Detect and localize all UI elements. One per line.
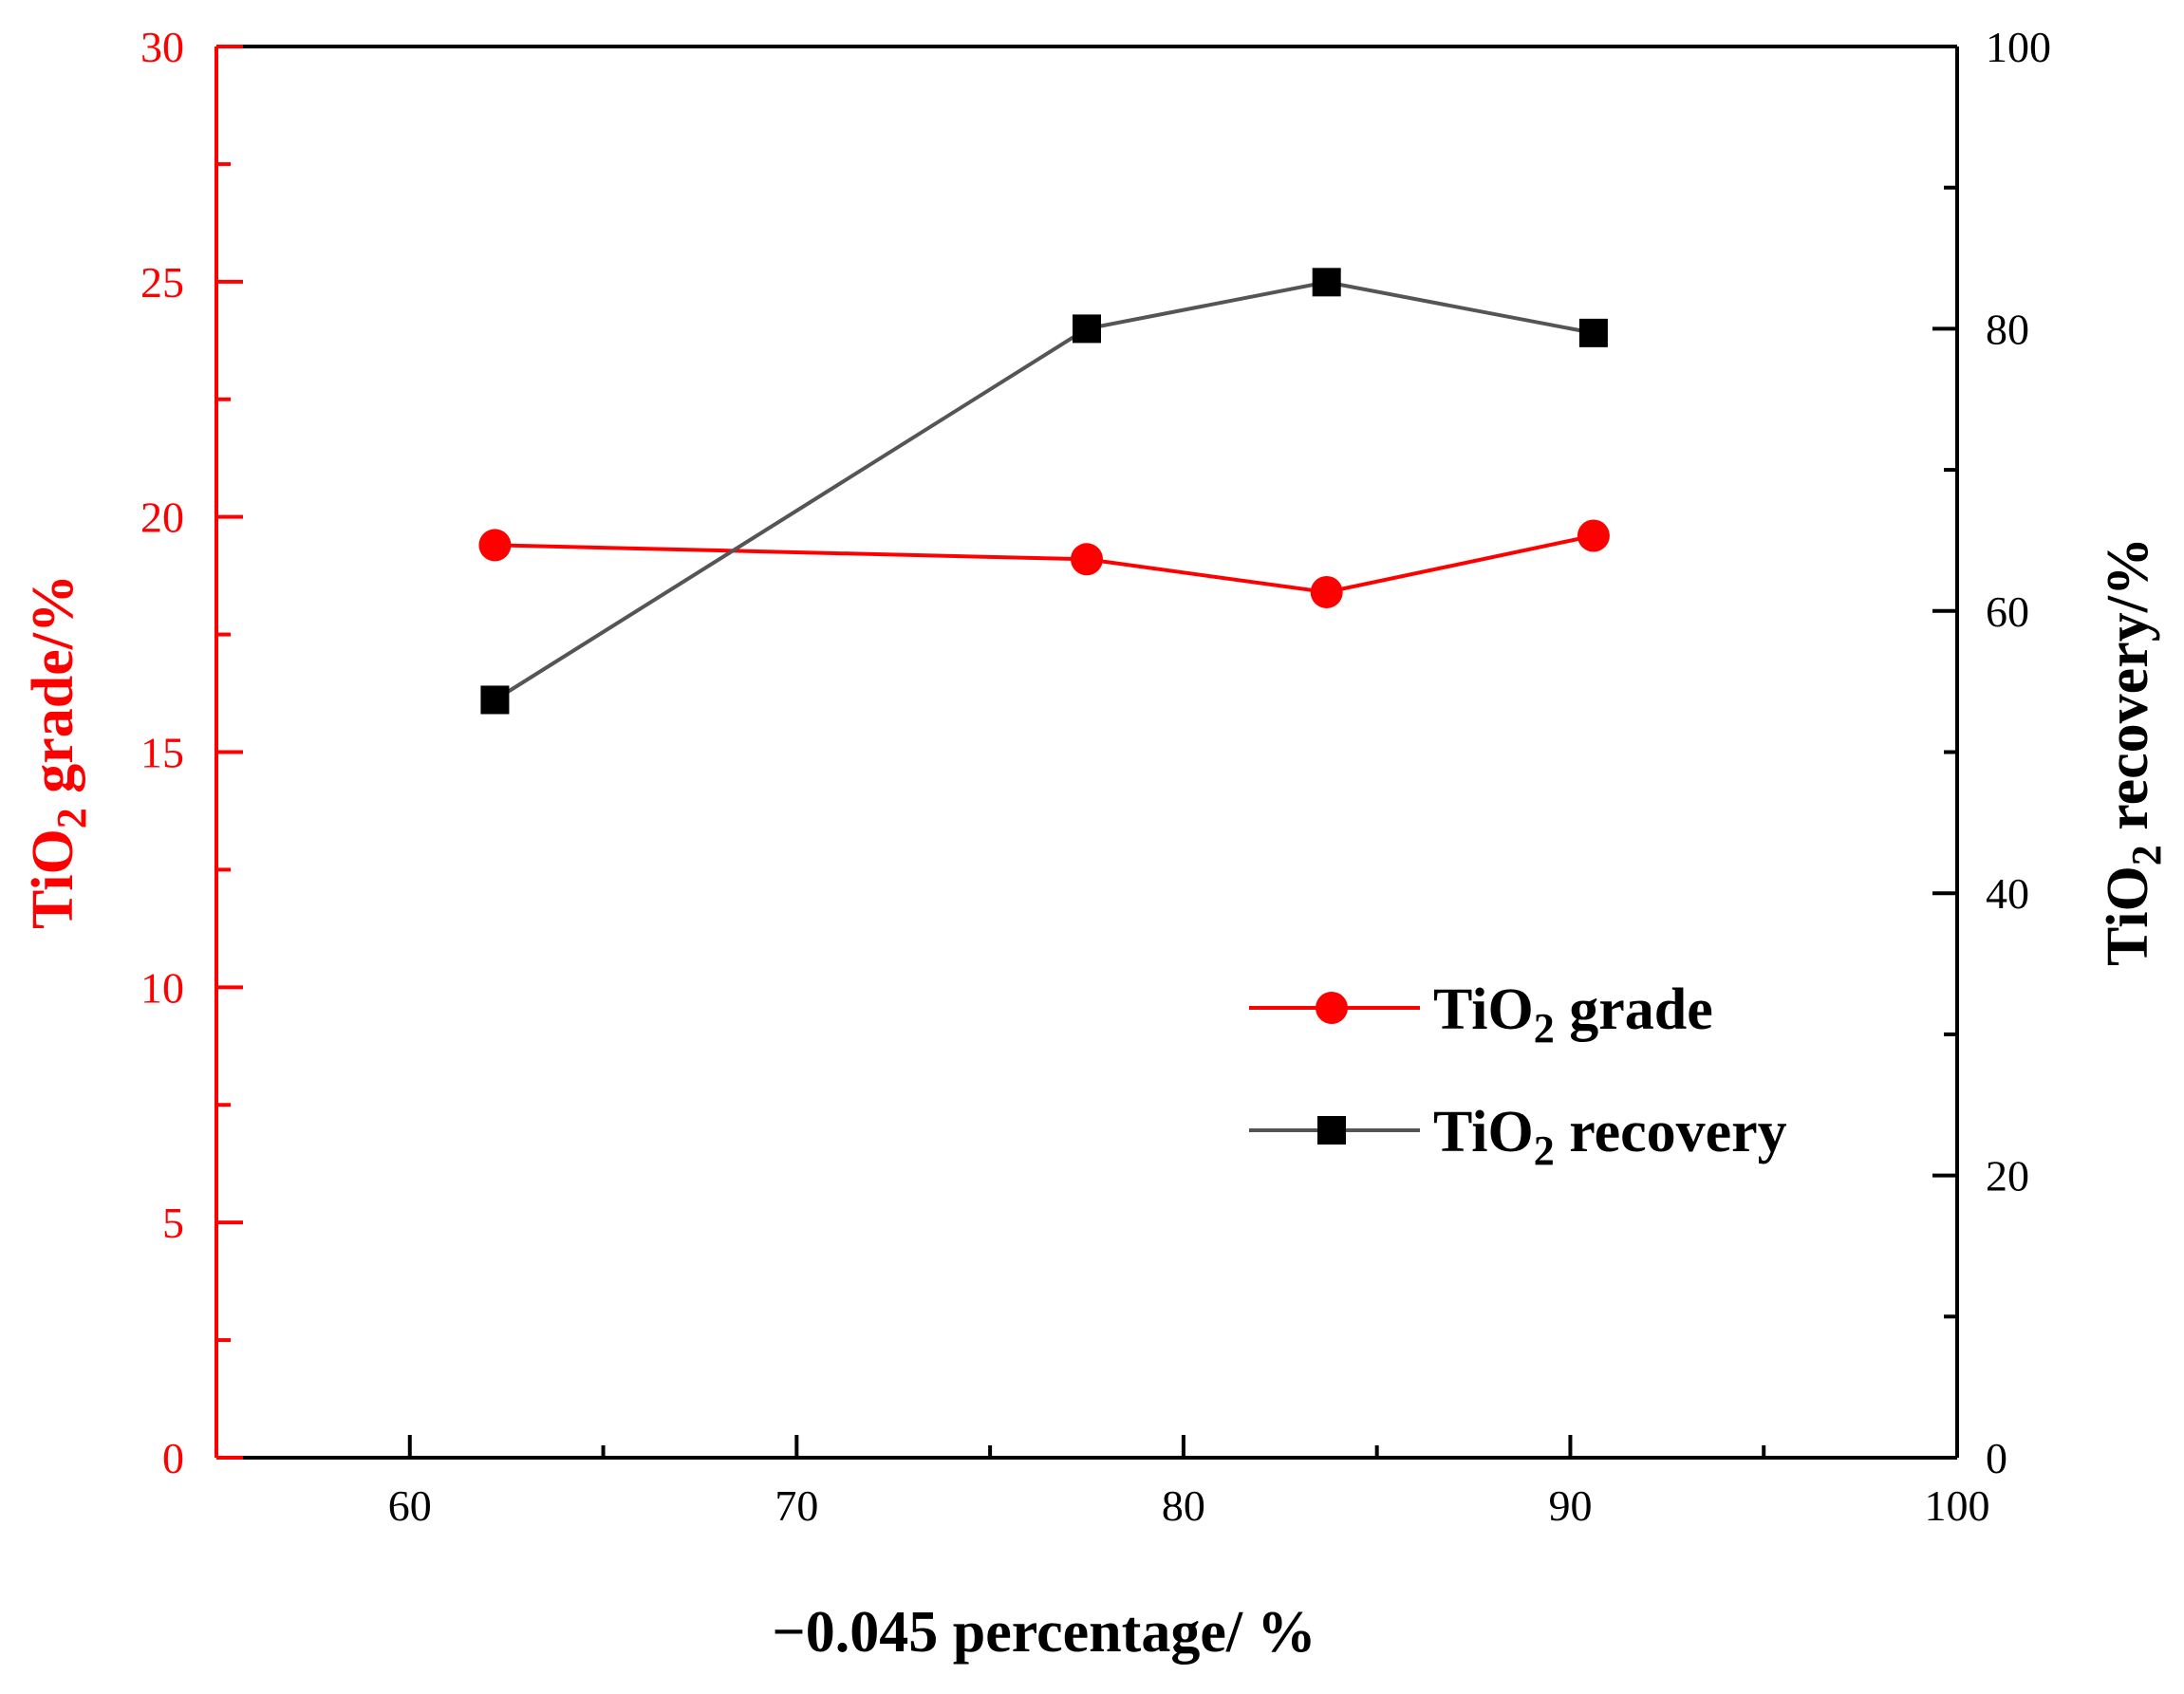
grade-point xyxy=(1071,543,1103,576)
x-tick-label: 70 xyxy=(775,1481,818,1530)
x-tick-label: 100 xyxy=(1925,1481,1990,1530)
y-left-tick-label: 15 xyxy=(140,729,184,777)
y-right-tick-label: 80 xyxy=(1986,305,2029,353)
recovery-point xyxy=(480,685,510,715)
y-right-tick-label: 0 xyxy=(1986,1434,2007,1482)
grade-point xyxy=(1577,519,1610,552)
x-tick-label: 80 xyxy=(1162,1481,1205,1530)
series-line-grade xyxy=(495,533,1595,595)
y-right-tick-label: 60 xyxy=(1986,587,2029,636)
legend-grade-marker xyxy=(1316,992,1348,1024)
y-left-tick-label: 0 xyxy=(162,1434,184,1482)
legend: TiO2 grade TiO2 recovery xyxy=(1249,977,1787,1174)
x-tick-label: 90 xyxy=(1548,1481,1592,1530)
recovery-point xyxy=(1312,268,1341,297)
y-right-tick-label: 100 xyxy=(1986,23,2051,71)
y-left-tick-label: 30 xyxy=(140,23,184,71)
y-left-tick-label: 20 xyxy=(140,493,184,542)
recovery-point xyxy=(1578,318,1608,347)
y-left-tick-label: 5 xyxy=(162,1199,184,1247)
y-right-tick-label: 20 xyxy=(1986,1152,2029,1201)
grade-point xyxy=(478,529,512,562)
legend-recovery-label: TiO2 recovery xyxy=(1433,1100,1787,1174)
legend-recovery-marker xyxy=(1317,1116,1346,1145)
y-left-axis-title: TiO2 grade/% xyxy=(21,574,95,929)
series-line-recovery xyxy=(494,280,1595,702)
recovery-point xyxy=(1073,314,1101,344)
grade-point xyxy=(1310,575,1343,608)
legend-grade-label: TiO2 grade xyxy=(1433,977,1713,1052)
y-left-tick-label: 10 xyxy=(140,963,184,1012)
y-right-axis-title: TiO2 recovery/% xyxy=(2096,537,2170,966)
y-left-tick-label: 25 xyxy=(140,258,184,307)
x-axis-title: −0.045 percentage/ % xyxy=(772,1600,1316,1665)
x-tick-label: 60 xyxy=(388,1481,432,1530)
y-right-tick-label: 40 xyxy=(1986,869,2029,918)
